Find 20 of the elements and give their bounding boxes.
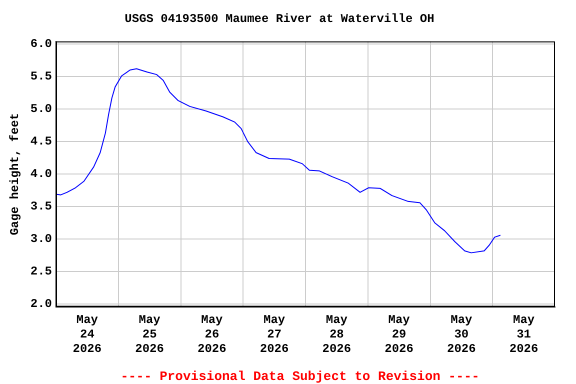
y-tick-label: 4.0	[30, 167, 52, 182]
x-tick-label: May 26 2026	[198, 313, 226, 356]
x-tick-label: May 25 2026	[135, 313, 164, 356]
y-tick-label: 6.0	[30, 37, 52, 52]
y-tick-label: 4.5	[30, 134, 52, 149]
y-axis-title: Gage height, feet	[8, 112, 22, 236]
x-tick-label: May 27 2026	[260, 313, 289, 356]
text: ---- Provisional Data Subject to Revision ----	[120, 369, 480, 384]
y-tick-label: 3.5	[30, 200, 52, 214]
y-tick-label: 5.5	[30, 70, 52, 84]
x-tick-label: May 31 2026	[509, 313, 538, 356]
x-tick-label: May 29 2026	[384, 313, 414, 356]
chart-title: USGS 04193500 Maumee River at Waterville OH	[124, 12, 434, 26]
x-tick-label: May 28 2026	[322, 313, 352, 356]
x-tick-label: May 30 2026	[447, 313, 476, 356]
y-tick-label: 2.0	[30, 297, 52, 312]
x-tick-label: May 24 2026	[72, 313, 102, 356]
y-tick-label: 2.5	[30, 264, 52, 279]
y-tick-label: 5.0	[30, 102, 52, 116]
y-tick-label: 3.0	[30, 232, 52, 246]
